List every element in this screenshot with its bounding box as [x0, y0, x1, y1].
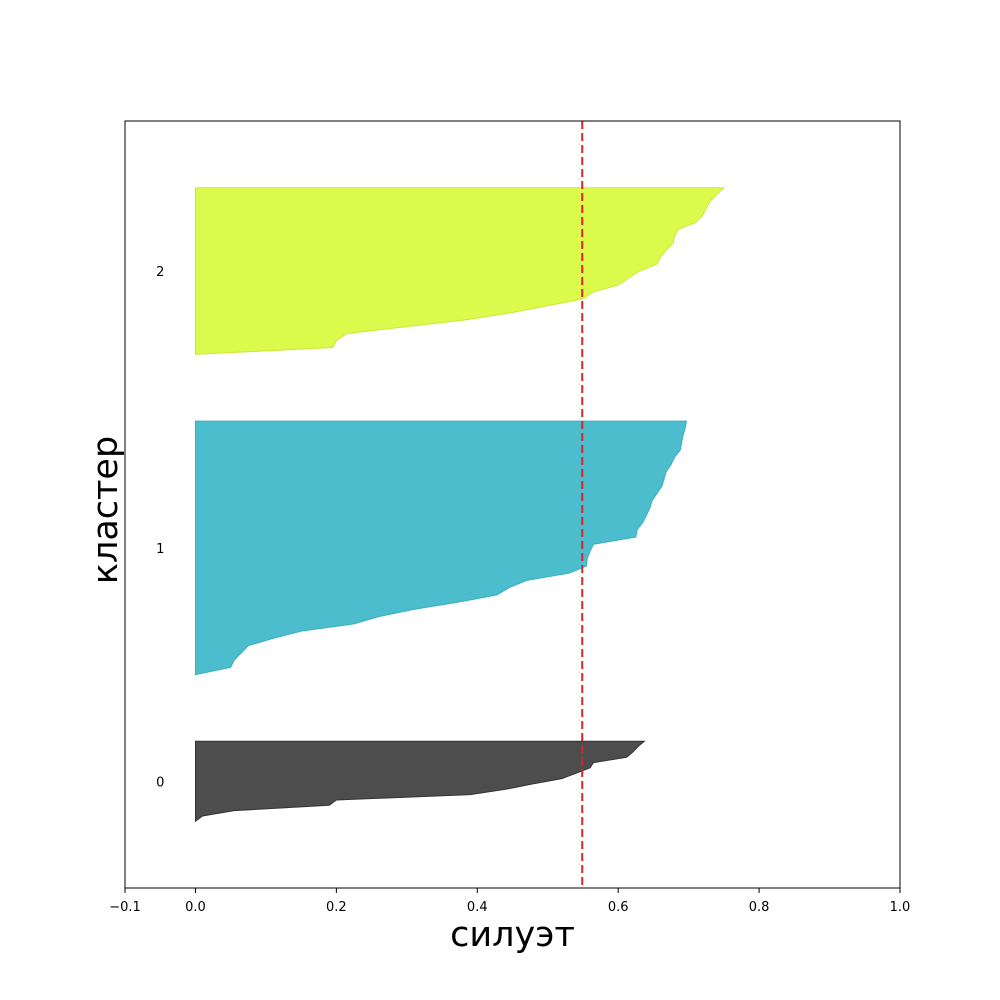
x-axis-title: силуэт [450, 915, 575, 955]
y-axis-title: кластер [86, 436, 126, 584]
x-tick-label: 0.4 [467, 900, 488, 915]
x-tick-label: 0.0 [185, 900, 206, 915]
cluster-1-silhouette-area [195, 420, 688, 676]
x-tick-label: 0.8 [749, 900, 770, 915]
axes: −0.1 0.0 0.2 0.4 0.6 0.8 1.0 [109, 120, 911, 915]
cluster-2-label: 2 [156, 265, 164, 280]
cluster-1-label: 1 [156, 542, 164, 557]
cluster-0-silhouette-area [195, 740, 646, 823]
cluster-0-label: 0 [156, 775, 164, 790]
x-tick-label: 0.2 [326, 900, 347, 915]
axes-frame [124, 120, 901, 889]
cluster-2-silhouette-area [195, 187, 726, 355]
x-tick-label: 1.0 [890, 900, 911, 915]
x-tick-label: 0.6 [608, 900, 629, 915]
x-tick-label: −0.1 [109, 900, 141, 915]
plot-area: 0 1 2 [156, 121, 726, 888]
